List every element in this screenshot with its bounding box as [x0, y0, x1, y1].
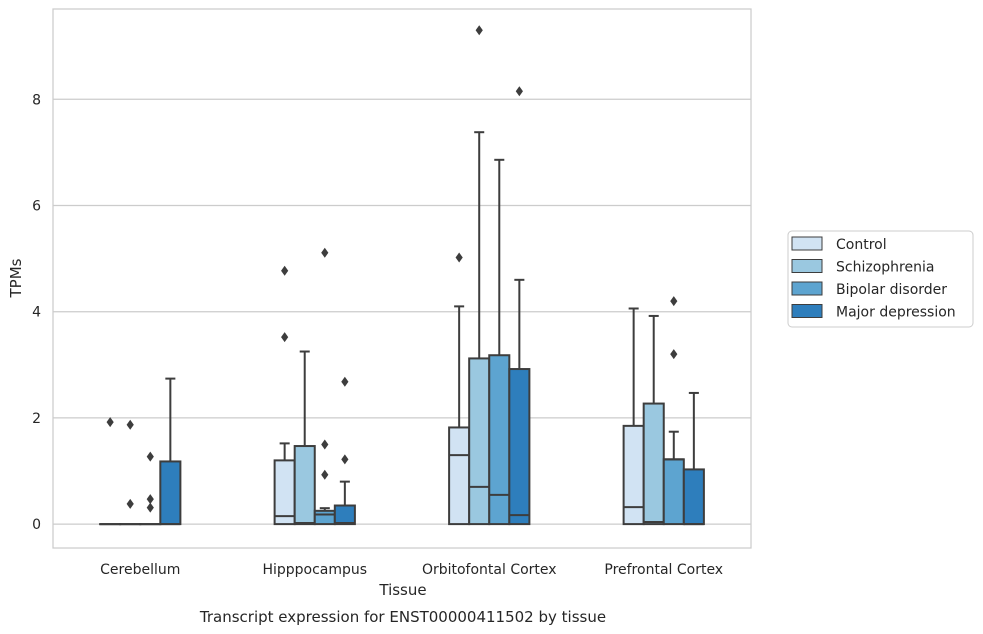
- y-tick-label: 4: [32, 305, 41, 321]
- box-body: [468, 357, 491, 526]
- box-control: [448, 252, 471, 526]
- legend-label: Control: [836, 237, 887, 253]
- outlier-point: [321, 469, 329, 480]
- legend-swatch: [791, 304, 823, 318]
- box-body: [508, 368, 531, 526]
- box-major-depression: [682, 391, 705, 526]
- y-tick-label: 2: [32, 411, 41, 427]
- outlier-point: [146, 494, 154, 505]
- box-bipolar-disorder: [313, 247, 336, 526]
- box-control: [622, 307, 645, 526]
- legend-frame: [787, 230, 974, 328]
- legend-swatch: [791, 236, 823, 251]
- box-major-depression: [159, 377, 182, 526]
- box-schizophrenia: [468, 25, 491, 526]
- outlier-point: [281, 265, 289, 276]
- legend: Control Schizophrenia Bipolar disorder Majo…: [787, 230, 974, 328]
- x-axis-label: Tissue: [378, 581, 426, 599]
- y-tick-label: 6: [32, 198, 41, 214]
- y-tick-labels: 0 2 4 6 8: [32, 92, 41, 533]
- box-bipolar-disorder: [662, 296, 685, 526]
- box-body: [159, 460, 182, 526]
- legend-label: Schizophrenia: [836, 260, 934, 276]
- box-body: [293, 445, 316, 526]
- box-body: [622, 424, 645, 526]
- box-body: [682, 468, 705, 526]
- outlier-point: [321, 247, 329, 258]
- outlier-point: [515, 86, 523, 97]
- x-tick-labels: Cerebellum Hipppocampus Orbitofontal Corte…: [100, 562, 723, 578]
- box-major-depression: [508, 86, 531, 526]
- outlier-point: [146, 451, 154, 462]
- legend-label: Bipolar disorder: [836, 282, 947, 298]
- box-body: [333, 504, 356, 526]
- outlier-point: [455, 252, 463, 263]
- plot-frame: [52, 8, 752, 549]
- outlier-point: [106, 417, 114, 428]
- box-body: [313, 509, 336, 526]
- box-control: [99, 417, 122, 526]
- y-axis-label: TPMs: [7, 258, 25, 298]
- legend-label: Major depression: [836, 305, 956, 321]
- box-body: [488, 354, 511, 526]
- box-major-depression: [333, 376, 356, 526]
- outlier-point: [475, 25, 483, 36]
- outlier-point: [341, 376, 349, 387]
- box-body: [448, 426, 471, 526]
- x-tick-label: Orbitofontal Cortex: [422, 562, 557, 578]
- x-tick-label: Prefrontal Cortex: [604, 562, 723, 578]
- legend-swatch: [791, 259, 823, 273]
- box-body: [642, 402, 665, 526]
- legend-swatch: [791, 281, 823, 296]
- outlier-point: [321, 439, 329, 450]
- box-schizophrenia: [293, 350, 316, 526]
- y-tick-label: 0: [32, 517, 41, 533]
- y-tick-label: 8: [32, 92, 41, 108]
- outlier-point: [341, 454, 349, 465]
- outlier-point: [281, 332, 289, 343]
- box-bipolar-disorder: [139, 451, 162, 526]
- outlier-point: [670, 296, 678, 307]
- outlier-point: [126, 419, 134, 430]
- box-schizophrenia: [642, 314, 665, 526]
- box-body: [662, 458, 685, 526]
- box-schizophrenia: [119, 419, 142, 526]
- box-bipolar-disorder: [488, 158, 511, 526]
- x-tick-label: Cerebellum: [100, 562, 180, 578]
- outlier-point: [146, 502, 154, 513]
- outlier-point: [126, 498, 134, 509]
- box-body: [273, 459, 296, 526]
- outlier-point: [670, 349, 678, 360]
- box-control: [273, 265, 296, 526]
- x-tick-label: Hipppocampus: [262, 562, 367, 578]
- chart-title: Transcript expression for ENST0000041150…: [199, 608, 606, 626]
- box-plot-marks: [99, 25, 705, 526]
